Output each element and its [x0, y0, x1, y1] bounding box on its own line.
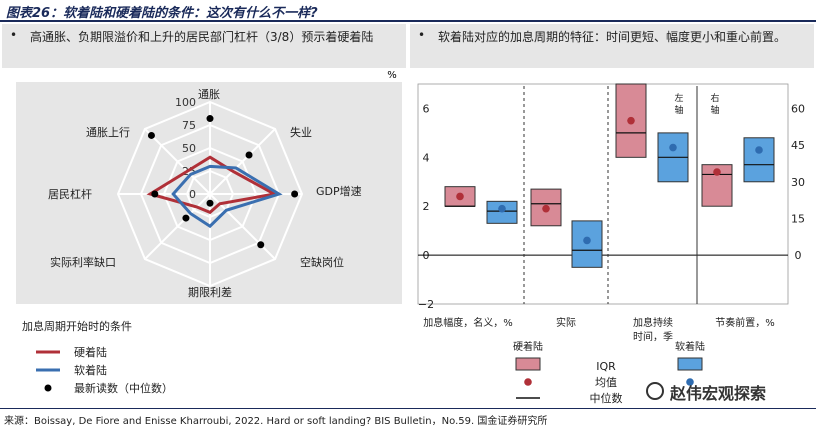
latest-reading-point [206, 115, 214, 123]
latest-reading-point [147, 131, 155, 139]
left-axis-tick-label: 4 [423, 151, 430, 164]
legend-soft-label: 软着陆 [675, 340, 705, 353]
radar-axis-label: 失业 [290, 126, 312, 139]
radar-axis-label: 期限利差 [188, 285, 232, 299]
page-title: 图表26：软着陆和硬着陆的条件：这次有什么不一样? [6, 6, 318, 21]
latest-reading-point [182, 214, 190, 222]
radar-axis-label: 通胀 [198, 88, 220, 101]
right-panel-header: • 软着陆对应的加息周期的特征：时间更短、幅度更小和重心前置。 [410, 24, 814, 68]
right-axis-tick-label: 45 [791, 139, 805, 152]
group-label: 加息幅度，名义，% [423, 316, 513, 329]
right-panel-text: 软着陆对应的加息周期的特征：时间更短、幅度更小和重心前置。 [438, 30, 787, 44]
legend-hard-label: 硬着陆 [513, 340, 543, 353]
latest-reading-point [291, 190, 299, 198]
mean-marker [498, 204, 506, 213]
radar-unit-label: % [387, 70, 397, 81]
radar-tick-label: 0 [189, 188, 196, 201]
radar-legend-label: 最新读数（中位数） [74, 381, 173, 395]
right-axis-note: 右 [710, 92, 719, 104]
radar-legend-dot [44, 384, 52, 392]
legend-soft-swatch [677, 357, 703, 371]
mean-marker [755, 146, 763, 154]
left-axis-note: 左 [674, 92, 683, 104]
left-axis-tick-label: 2 [423, 200, 430, 213]
radar-spoke [144, 193, 211, 260]
legend-mean-label: 均值 [595, 376, 617, 389]
mean-marker [713, 168, 721, 176]
left-axis-tick-label: 6 [423, 102, 430, 115]
radar-axis-label: 空缺岗位 [300, 255, 344, 269]
soft-landing-box [743, 137, 775, 183]
bullet-icon: • [10, 28, 18, 42]
legend-hard-swatch [515, 357, 541, 371]
mean-marker [627, 116, 635, 125]
left-axis-note: 轴 [674, 104, 683, 116]
group-label: 时间，季 [633, 330, 673, 343]
radar-tick-label: 75 [182, 119, 196, 132]
radar-legend-title: 加息周期开始时的条件 [22, 319, 132, 333]
radar-tick-label: 100 [175, 96, 196, 109]
source-footnote: 来源：Boissay, De Fiore and Enisse Kharroub… [4, 416, 548, 427]
wechat-icon [646, 382, 664, 400]
latest-reading-point [257, 241, 265, 249]
latest-reading-point [206, 199, 214, 207]
group-label: 加息持续 [633, 316, 673, 329]
legend-soft-mean [686, 378, 694, 386]
right-axis-tick-label: 60 [791, 102, 805, 115]
hard-landing-series [146, 155, 279, 215]
left-axis-tick-label: −2 [418, 298, 434, 311]
mean-marker [456, 192, 464, 201]
radar-axis-label: 实际利率缺口 [50, 255, 116, 269]
radar-axis-label: 通胀上行 [86, 126, 130, 139]
radar-spoke [209, 128, 276, 195]
bullet-icon: • [418, 28, 426, 42]
group-label: 节奏前置，% [715, 316, 775, 329]
right-axis-tick-label: 30 [791, 176, 805, 189]
latest-reading-point [151, 190, 159, 198]
right-axis-tick-label: 15 [791, 212, 805, 225]
radar-axis-label: 居民杠杆 [48, 187, 92, 201]
left-panel-text: 高通胀、负期限溢价和上升的居民部门杠杆（3/8）预示着硬着陆 [30, 30, 374, 44]
mean-marker [669, 143, 677, 152]
legend-median-label: 中位数 [590, 391, 623, 405]
right-axis-note: 轴 [710, 104, 719, 116]
right-axis-tick-label: 0 [795, 249, 802, 262]
radar-legend-label: 硬着陆 [74, 345, 107, 359]
left-panel-header: • 高通胀、负期限溢价和上升的居民部门杠杆（3/8）预示着硬着陆 [2, 24, 406, 68]
radar-tick-label: 50 [182, 142, 196, 155]
radar-axis-label: GDP增速 [316, 184, 362, 198]
latest-reading-point [245, 151, 253, 159]
footer-divider [0, 408, 816, 409]
legend-hard-mean [524, 378, 532, 386]
group-label: 实际 [556, 316, 576, 329]
soft-landing-series [171, 164, 283, 229]
watermark: 赵伟宏观探索 [670, 384, 767, 403]
mean-marker [542, 204, 550, 213]
legend-iqr-label: IQR [596, 360, 616, 373]
mean-marker [583, 236, 591, 245]
radar-spoke [144, 128, 211, 195]
title-divider [0, 20, 816, 22]
radar-legend-label: 软着陆 [74, 363, 107, 377]
